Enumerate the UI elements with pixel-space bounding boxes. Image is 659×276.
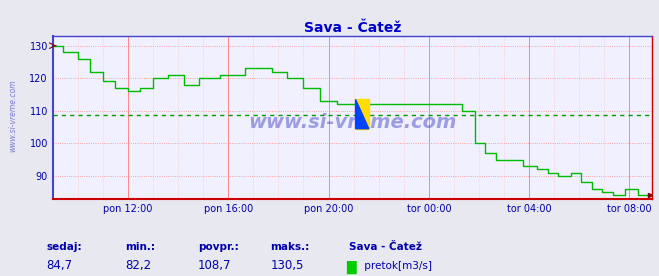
Title: Sava - Čatež: Sava - Čatež: [304, 21, 401, 35]
Text: www.si-vreme.com: www.si-vreme.com: [248, 113, 457, 132]
Text: min.:: min.:: [125, 242, 156, 252]
Text: 82,2: 82,2: [125, 259, 152, 272]
Text: █: █: [346, 261, 356, 274]
Text: 130,5: 130,5: [270, 259, 304, 272]
Text: sedaj:: sedaj:: [46, 242, 82, 252]
Text: pretok[m3/s]: pretok[m3/s]: [361, 261, 432, 271]
Bar: [356, 99, 369, 129]
Text: 84,7: 84,7: [46, 259, 72, 272]
Polygon shape: [356, 99, 369, 129]
Text: maks.:: maks.:: [270, 242, 310, 252]
Text: povpr.:: povpr.:: [198, 242, 239, 252]
Text: 108,7: 108,7: [198, 259, 231, 272]
Text: Sava - Čatež: Sava - Čatež: [349, 242, 422, 252]
Text: www.si-vreme.com: www.si-vreme.com: [8, 79, 17, 152]
